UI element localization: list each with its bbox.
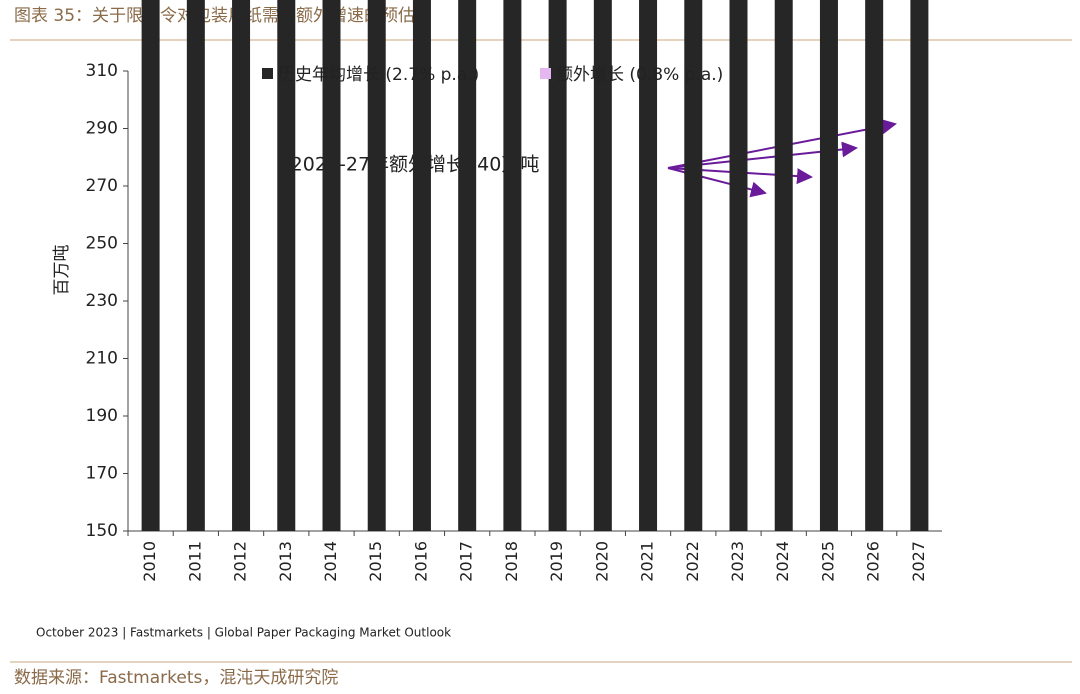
y-axis-title: 百万吨 (52, 245, 72, 296)
y-tick-label: 310 (86, 61, 118, 81)
y-tick-label: 190 (86, 406, 118, 426)
bar (141, 0, 160, 531)
x-tick-label: 2010 (140, 541, 159, 582)
x-tick-label: 2017 (457, 541, 476, 582)
bar (277, 0, 296, 531)
y-tick-label: 170 (86, 464, 118, 484)
bar (322, 0, 341, 531)
y-tick-label: 230 (86, 291, 118, 311)
x-tick-label: 2015 (366, 541, 385, 582)
x-tick-label: 2027 (909, 541, 928, 582)
bar (819, 0, 838, 531)
legend-swatch (262, 68, 273, 79)
y-tick-label: 270 (86, 176, 118, 196)
bar (503, 0, 522, 531)
x-tick-label: 2018 (502, 541, 521, 582)
bar (729, 0, 748, 531)
source: 数据来源：Fastmarkets，混沌天成研究院 (14, 668, 338, 688)
bar (367, 0, 386, 531)
x-tick-label: 2022 (683, 541, 702, 582)
bar (232, 0, 251, 531)
x-tick-label: 2011 (185, 541, 204, 582)
y-tick-label: 150 (86, 521, 118, 541)
x-tick-label: 2021 (638, 541, 657, 582)
bar (865, 0, 884, 531)
bar (774, 0, 793, 531)
bar (186, 0, 205, 531)
legend-label: 历史年均增长 (2.7% p.a.) (278, 65, 479, 85)
bar (684, 0, 703, 531)
x-tick-label: 2024 (773, 541, 792, 582)
bar (458, 0, 477, 531)
legend-swatch (540, 68, 551, 79)
x-tick-label: 2023 (728, 541, 747, 582)
x-tick-label: 2025 (818, 541, 837, 582)
y-tick-label: 290 (86, 119, 118, 139)
figure-title: 图表 35：关于限塑令对包装用纸需求额外增速的预估 (14, 6, 415, 26)
y-tick-label: 210 (86, 349, 118, 369)
legend-label: 额外增长 (0.8% p.a.) (556, 65, 723, 85)
y-tick-label: 250 (86, 234, 118, 254)
x-tick-label: 2016 (411, 541, 430, 582)
x-tick-label: 2012 (231, 541, 250, 582)
x-tick-label: 2026 (864, 541, 883, 582)
x-tick-label: 2013 (276, 541, 295, 582)
x-tick-label: 2020 (592, 541, 611, 582)
bar (639, 0, 658, 531)
x-tick-label: 2014 (321, 541, 340, 582)
bar (910, 0, 929, 531)
x-tick-label: 2019 (547, 541, 566, 582)
source-note: October 2023 | Fastmarkets | Global Pape… (36, 626, 451, 640)
bar (593, 0, 612, 531)
bar (412, 0, 431, 531)
bar (548, 0, 567, 531)
